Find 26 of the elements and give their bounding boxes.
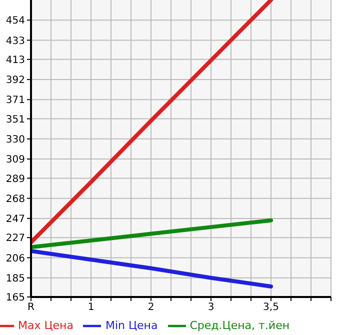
y-tick-label: 165 (6, 292, 25, 304)
y-tick-label: 330 (6, 134, 25, 146)
y-tick-label: 206 (6, 253, 25, 264)
y-tick-label: 268 (6, 194, 25, 205)
legend-label: Сред.Цена, т.йен (190, 319, 290, 332)
y-tick-label: 185 (6, 273, 25, 284)
line-series (31, 249, 273, 288)
legend-label: Min Цена (105, 319, 158, 332)
line-series (31, 218, 273, 250)
y-tick-label: 289 (6, 174, 25, 185)
y-tick-label: 413 (6, 54, 25, 66)
x-tick-label: 3,5 (263, 302, 279, 314)
y-tick-label: 247 (6, 214, 25, 225)
y-tick-label: 454 (6, 16, 25, 27)
legend-label: Max Цена (18, 319, 74, 332)
y-tick-label: 309 (6, 154, 25, 166)
x-tick-label: 3 (208, 302, 214, 314)
y-tick-label: 351 (6, 114, 25, 126)
y-tick-label: 371 (6, 95, 25, 106)
x-tick-label: 1 (88, 302, 94, 314)
y-tick-label: 227 (6, 233, 25, 244)
x-tick-label: 2 (148, 302, 154, 314)
y-tick-label: 392 (6, 75, 25, 86)
line-series (31, 0, 273, 244)
x-tick-label: R (28, 302, 35, 314)
y-tick-label: 433 (6, 36, 25, 47)
